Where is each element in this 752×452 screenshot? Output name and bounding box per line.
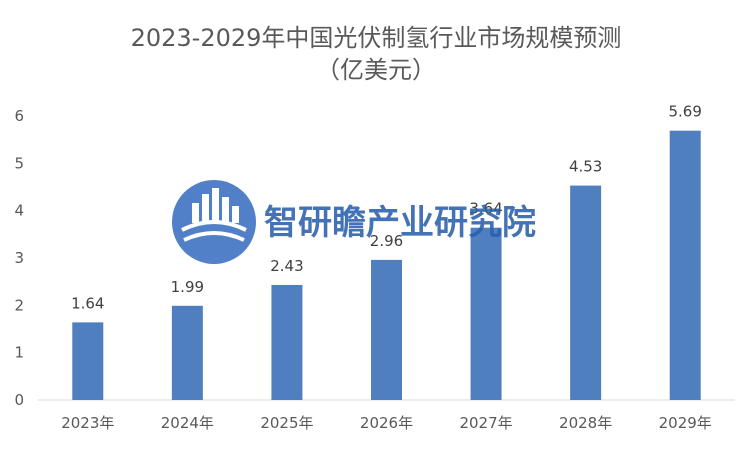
x-tick-label: 2023年 xyxy=(61,414,114,432)
data-label: 1.64 xyxy=(71,294,104,312)
x-tick-label: 2029年 xyxy=(659,414,712,432)
watermark-text: 智研瞻产业研究院 xyxy=(264,203,536,243)
data-labels-group: 1.64 1.99 2.43 2.96 3.64 4.53 5.69 xyxy=(71,103,702,313)
y-tick-label: 1 xyxy=(14,344,24,362)
data-label: 4.53 xyxy=(569,158,602,176)
x-tick-label: 2025年 xyxy=(260,414,313,432)
x-tick-label: 2024年 xyxy=(161,414,214,432)
y-tick-label: 6 xyxy=(14,107,24,125)
bar xyxy=(470,227,502,400)
x-tick-label: 2028年 xyxy=(559,414,612,432)
x-tick-label: 2027年 xyxy=(459,414,512,432)
watermark: 智研瞻产业研究院 xyxy=(172,180,536,264)
watermark-logo-icon xyxy=(172,180,256,264)
bars-group xyxy=(72,130,701,400)
bar xyxy=(271,284,303,400)
y-tick-label: 2 xyxy=(14,296,24,314)
data-label: 1.99 xyxy=(171,278,204,296)
y-tick-label: 3 xyxy=(14,249,24,267)
data-label: 3.64 xyxy=(469,200,502,218)
data-label: 2.96 xyxy=(370,232,403,250)
bar xyxy=(371,259,402,400)
data-label: 2.43 xyxy=(270,257,303,275)
data-label: 5.69 xyxy=(669,103,702,121)
bar xyxy=(72,322,104,400)
y-axis: 0 1 2 3 4 5 6 xyxy=(14,107,24,409)
x-axis: 2023年 2024年 2025年 2026年 2027年 2028年 2029年 xyxy=(61,414,712,432)
x-tick-label: 2026年 xyxy=(360,414,413,432)
y-tick-label: 4 xyxy=(14,202,24,220)
y-tick-label: 0 xyxy=(14,391,24,409)
bar xyxy=(171,305,203,400)
y-tick-label: 5 xyxy=(14,154,24,172)
chart-title: 2023-2029年中国光伏制氢行业市场规模预测 xyxy=(131,24,622,52)
chart-subtitle: （亿美元） xyxy=(316,56,436,84)
bar xyxy=(669,130,701,400)
bar xyxy=(570,185,602,400)
